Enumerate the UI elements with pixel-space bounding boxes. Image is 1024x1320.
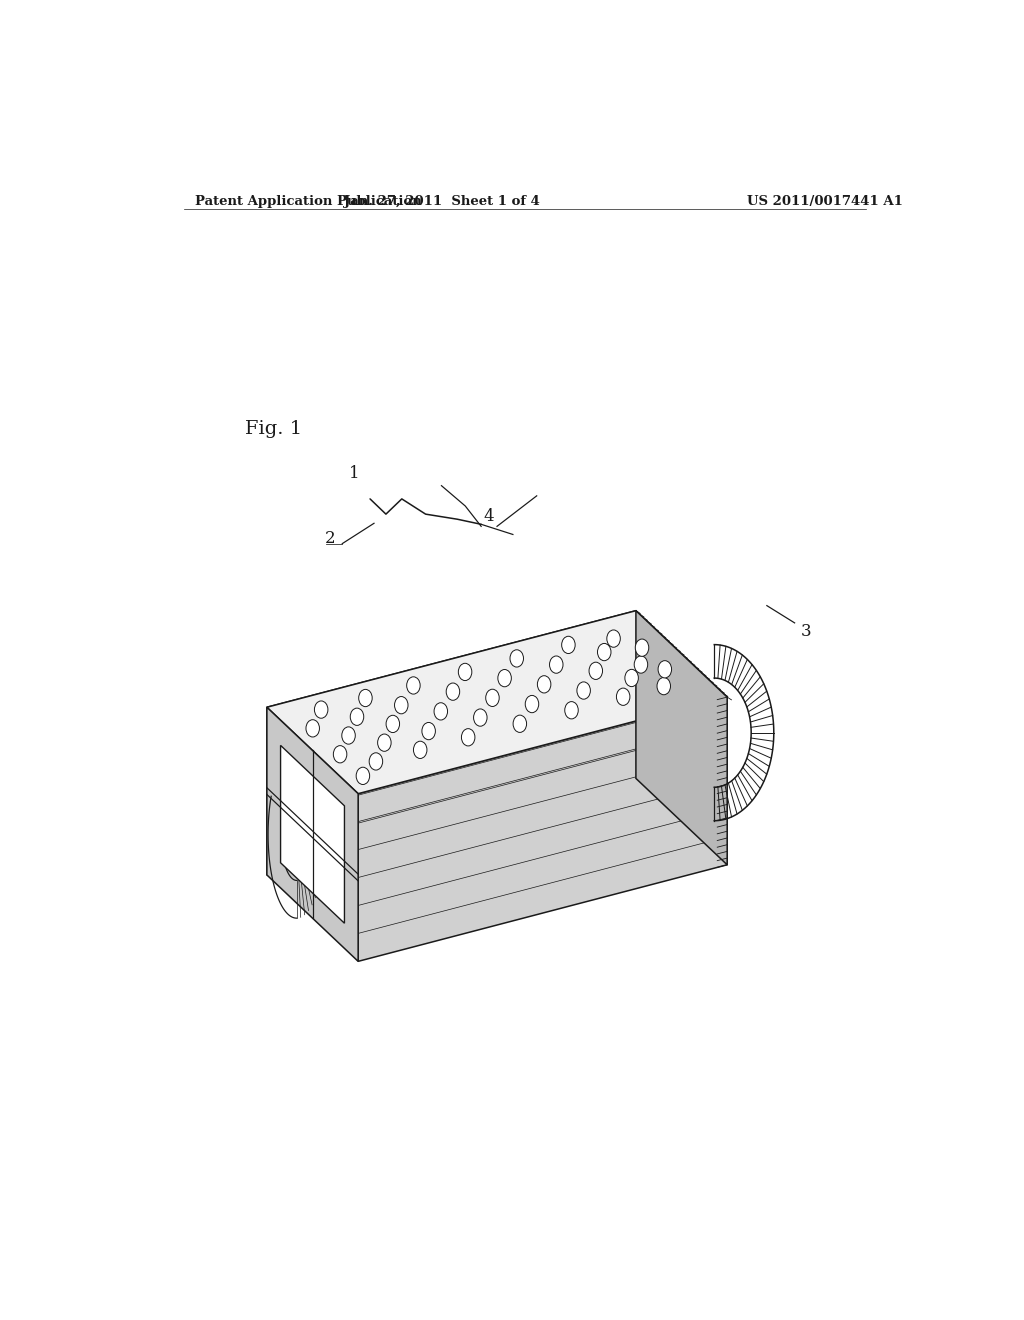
Text: US 2011/0017441 A1: US 2011/0017441 A1 — [748, 195, 903, 209]
Circle shape — [550, 656, 563, 673]
Circle shape — [414, 742, 427, 759]
Circle shape — [394, 697, 408, 714]
Polygon shape — [267, 611, 727, 793]
Circle shape — [473, 709, 487, 726]
Circle shape — [370, 752, 383, 770]
Circle shape — [658, 660, 672, 678]
Circle shape — [459, 663, 472, 681]
Circle shape — [485, 689, 500, 706]
Circle shape — [589, 663, 602, 680]
Circle shape — [597, 643, 611, 661]
Polygon shape — [636, 611, 727, 865]
Circle shape — [358, 689, 372, 706]
Circle shape — [634, 656, 648, 673]
Circle shape — [625, 669, 638, 686]
Circle shape — [577, 682, 591, 700]
Circle shape — [607, 630, 621, 647]
Circle shape — [334, 746, 347, 763]
Circle shape — [525, 696, 539, 713]
Circle shape — [635, 639, 649, 656]
Text: 3: 3 — [801, 623, 812, 639]
Circle shape — [407, 677, 420, 694]
Circle shape — [510, 649, 523, 667]
Circle shape — [538, 676, 551, 693]
Circle shape — [561, 636, 575, 653]
Circle shape — [657, 677, 671, 694]
Text: 4: 4 — [483, 508, 495, 524]
Polygon shape — [281, 746, 344, 923]
Circle shape — [513, 715, 526, 733]
Circle shape — [342, 727, 355, 744]
Text: Jan. 27, 2011  Sheet 1 of 4: Jan. 27, 2011 Sheet 1 of 4 — [343, 195, 540, 209]
Circle shape — [498, 669, 511, 686]
Polygon shape — [267, 611, 636, 875]
Circle shape — [356, 767, 370, 784]
Circle shape — [422, 722, 435, 739]
Circle shape — [446, 682, 460, 701]
Text: Fig. 1: Fig. 1 — [246, 420, 302, 438]
Circle shape — [565, 702, 579, 719]
Text: 2: 2 — [325, 531, 336, 546]
Circle shape — [306, 719, 319, 737]
Circle shape — [616, 688, 630, 705]
Polygon shape — [358, 697, 727, 961]
Polygon shape — [267, 708, 358, 961]
Circle shape — [314, 701, 328, 718]
Text: Patent Application Publication: Patent Application Publication — [196, 195, 422, 209]
Circle shape — [462, 729, 475, 746]
Text: 1: 1 — [349, 465, 359, 482]
Circle shape — [386, 715, 399, 733]
Circle shape — [350, 708, 364, 726]
Circle shape — [378, 734, 391, 751]
Circle shape — [434, 702, 447, 719]
